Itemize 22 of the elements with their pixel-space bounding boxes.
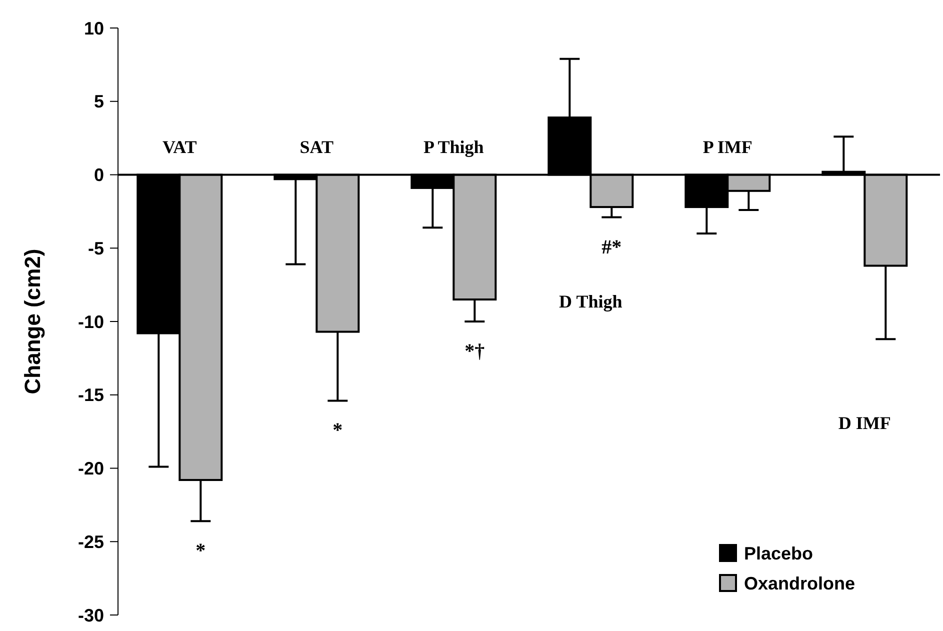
x-tick-label: P Thigh	[424, 136, 484, 157]
y-axis-title: Change (cm2)	[20, 248, 45, 394]
y-tick-label: -15	[78, 385, 104, 406]
x-tick-label: D Thigh	[559, 291, 622, 312]
legend-label: Oxandrolone	[744, 573, 856, 594]
annotation: #*	[602, 236, 622, 258]
y-tick-label: -30	[78, 605, 104, 626]
y-tick-label: 5	[94, 92, 104, 112]
y-tick-label: -5	[88, 238, 104, 258]
x-tick-label: VAT	[162, 136, 197, 157]
annotation: *†	[464, 340, 485, 362]
y-tick-label: 0	[94, 165, 104, 186]
y-tick-label: -10	[78, 312, 104, 332]
x-tick-label: D IMF	[838, 413, 891, 434]
y-tick-label: 10	[84, 18, 104, 38]
annotation: *	[332, 420, 343, 442]
legend-label: Placebo	[744, 543, 814, 564]
y-tick-label: -25	[78, 532, 104, 552]
annotation: *	[196, 540, 206, 562]
y-tick-label: -20	[78, 458, 104, 479]
x-tick-label: SAT	[300, 136, 334, 157]
x-tick-label: P IMF	[702, 136, 752, 157]
